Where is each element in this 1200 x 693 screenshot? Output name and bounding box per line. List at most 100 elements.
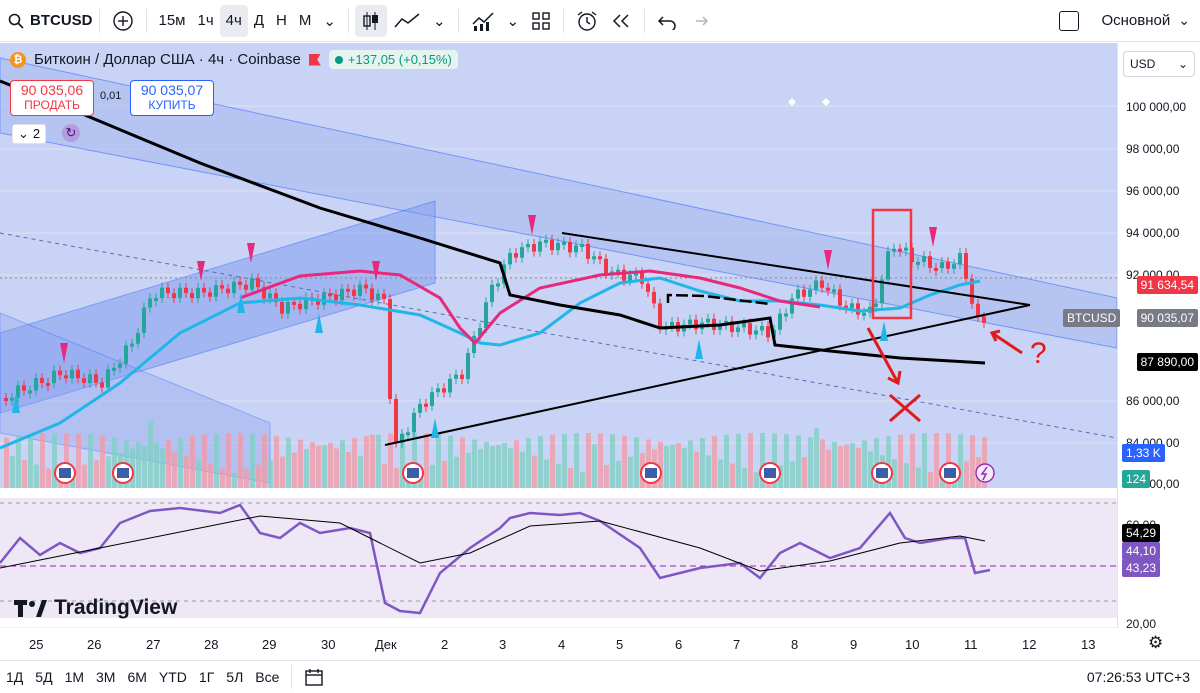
chart-type-candles-button[interactable] bbox=[354, 4, 387, 37]
candles-icon bbox=[363, 11, 378, 30]
interval-1h[interactable]: 1ч bbox=[197, 12, 214, 29]
volume-bar bbox=[832, 441, 837, 488]
layout-checkbox[interactable] bbox=[1059, 10, 1080, 31]
range-ytd[interactable]: YTD bbox=[158, 668, 187, 685]
currency-value: USD bbox=[1130, 57, 1156, 71]
candle bbox=[22, 385, 26, 391]
alert-button[interactable] bbox=[570, 5, 604, 37]
go-to-date-button[interactable] bbox=[298, 661, 330, 693]
volume-bar bbox=[658, 441, 663, 488]
sync-icon[interactable]: ↻ bbox=[62, 124, 80, 142]
symbol-tag: BTCUSD bbox=[1063, 309, 1121, 327]
volume-bar bbox=[892, 459, 897, 488]
tradingview-logo-text: TradingView bbox=[54, 596, 178, 619]
price-tick: 86 000,00 bbox=[1126, 394, 1180, 408]
range-3m[interactable]: 3М bbox=[96, 668, 116, 685]
us-flag-stripes bbox=[645, 468, 657, 478]
flag-line bbox=[666, 293, 771, 306]
layouts-button[interactable] bbox=[525, 5, 557, 37]
undo-button[interactable] bbox=[651, 5, 683, 37]
candle bbox=[982, 316, 986, 323]
time-label: 6 bbox=[675, 637, 683, 652]
interval-15m[interactable]: 15м bbox=[158, 12, 186, 29]
time-label: 11 bbox=[964, 637, 978, 652]
volume-bar bbox=[442, 460, 447, 488]
time-label: 30 bbox=[321, 637, 336, 652]
volume-bar bbox=[958, 434, 963, 488]
candle bbox=[172, 293, 176, 299]
layout-name[interactable]: Основной bbox=[1101, 12, 1171, 29]
chevron-down-icon[interactable]: ⌄ bbox=[1178, 12, 1190, 28]
chart-type-line-button[interactable] bbox=[387, 5, 427, 37]
candle bbox=[40, 378, 44, 383]
interval-w[interactable]: Н bbox=[276, 12, 287, 29]
volume-bar bbox=[532, 455, 537, 488]
range-1m[interactable]: 1М bbox=[64, 668, 85, 685]
volume-bar bbox=[214, 433, 219, 488]
level-tag: 91 634,54 bbox=[1136, 276, 1198, 294]
range-1y[interactable]: 1Г bbox=[198, 668, 215, 685]
volume-bar bbox=[694, 451, 699, 488]
compare-button[interactable] bbox=[106, 5, 140, 37]
symbol-search[interactable]: BTCUSD bbox=[0, 12, 93, 29]
redo-button[interactable] bbox=[683, 5, 715, 37]
volume-bar bbox=[346, 452, 351, 488]
legend-title[interactable]: Биткоин / Доллар США · 4ч · Coinbase bbox=[34, 51, 301, 68]
replay-button[interactable] bbox=[604, 5, 638, 37]
buy-button[interactable]: 90 035,07 КУПИТЬ bbox=[130, 80, 214, 116]
interval-m[interactable]: М bbox=[298, 12, 312, 29]
down-arrow-markers bbox=[60, 215, 937, 363]
volume-bar bbox=[370, 434, 375, 488]
time-label: 10 bbox=[905, 637, 920, 652]
volume-bar bbox=[136, 442, 141, 488]
candle bbox=[190, 293, 194, 299]
volume-bar bbox=[610, 434, 615, 488]
sell-button[interactable]: 90 035,06 ПРОДАТЬ bbox=[10, 80, 94, 116]
range-6m[interactable]: 6М bbox=[127, 668, 147, 685]
volume-bar bbox=[748, 433, 753, 488]
volume-bar bbox=[802, 457, 807, 488]
volume-bar bbox=[676, 443, 681, 488]
volume-bar bbox=[28, 434, 33, 488]
range-1d[interactable]: 1Д bbox=[6, 668, 24, 685]
volume-bar bbox=[724, 434, 729, 488]
indicators-dropdown[interactable]: ⌄ bbox=[501, 5, 526, 37]
rsi-tick: 20,00 bbox=[1126, 617, 1157, 631]
flag-icon[interactable] bbox=[308, 53, 321, 66]
us-flag-stripes bbox=[407, 468, 419, 478]
price-axis[interactable]: USD ⌄ 100 000,00 98 000,00 96 000,00 94 … bbox=[1117, 43, 1200, 631]
volume-bar bbox=[778, 465, 783, 488]
range-all[interactable]: Все bbox=[255, 668, 280, 685]
time-label: 5 bbox=[616, 637, 624, 652]
time-axis[interactable]: 25 26 27 28 29 30 Дек 2 3 4 5 6 7 8 9 10… bbox=[0, 628, 1200, 660]
range-5d[interactable]: 5Д bbox=[35, 668, 53, 685]
candle bbox=[874, 303, 878, 307]
candle bbox=[466, 352, 470, 379]
candle bbox=[196, 287, 200, 299]
volume-bar bbox=[592, 444, 597, 488]
volume-bar bbox=[10, 456, 15, 488]
volume-bar bbox=[520, 451, 525, 488]
grid-icon bbox=[532, 11, 550, 30]
price-chart[interactable]: ? bbox=[0, 43, 1117, 628]
chart-type-dropdown[interactable]: ⌄ bbox=[427, 5, 452, 37]
indicators-button[interactable] bbox=[465, 5, 501, 37]
volume-bar bbox=[568, 467, 573, 488]
range-5y[interactable]: 5Л bbox=[226, 668, 244, 685]
time-label: 29 bbox=[262, 637, 277, 652]
volume-bar bbox=[52, 433, 57, 488]
currency-select[interactable]: USD ⌄ bbox=[1123, 51, 1195, 77]
interval-d[interactable]: Д bbox=[253, 12, 265, 29]
candle bbox=[946, 262, 950, 269]
candle bbox=[736, 327, 740, 333]
candle bbox=[220, 285, 224, 289]
candle bbox=[814, 280, 818, 290]
interval-dropdown[interactable]: ⌄ bbox=[317, 5, 342, 37]
volume-bar bbox=[784, 434, 789, 488]
indicators-toggle[interactable]: ⌄ 2 bbox=[12, 124, 47, 144]
interval-4h[interactable]: 4ч bbox=[219, 4, 248, 37]
clock[interactable]: 07:26:53 UTC+3 bbox=[1086, 668, 1190, 685]
line-chart-icon bbox=[394, 12, 420, 27]
candle bbox=[856, 303, 860, 315]
settings-gear-icon[interactable]: ⚙ bbox=[1148, 633, 1164, 652]
